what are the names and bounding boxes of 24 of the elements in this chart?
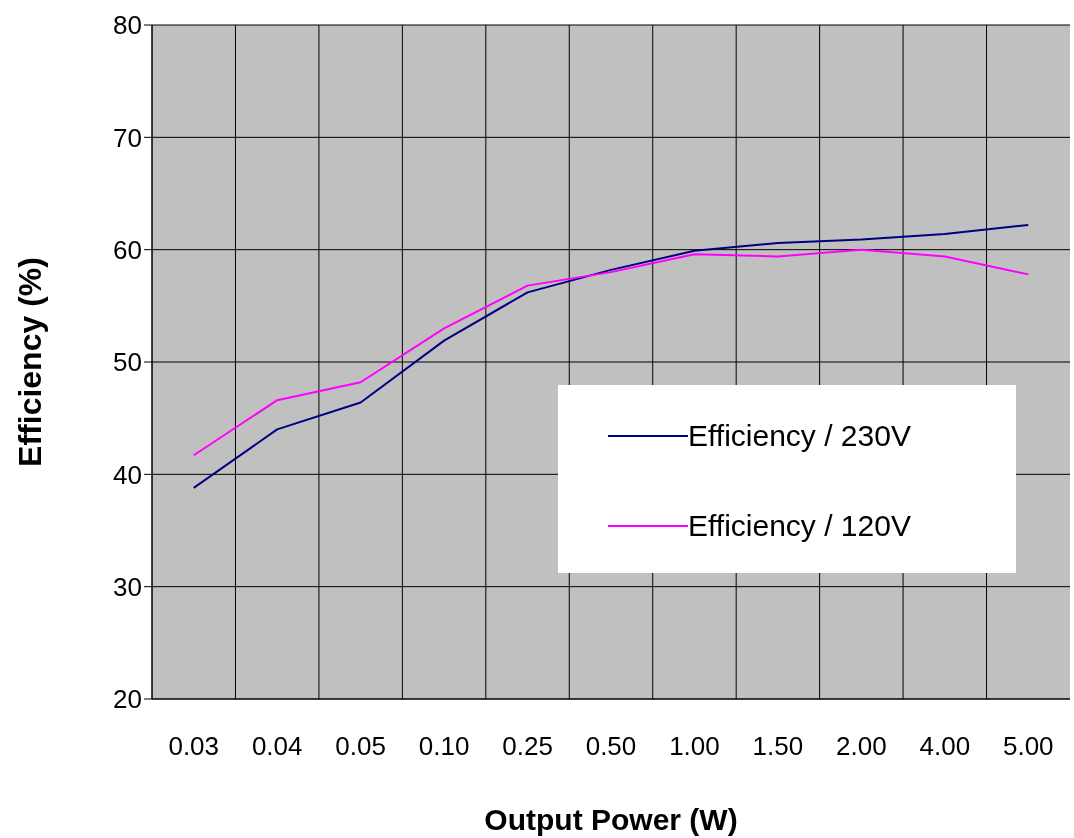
y-tick-label: 70 [113, 122, 142, 153]
x-tick-label: 5.00 [1002, 731, 1054, 762]
y-tick-label: 20 [113, 684, 142, 715]
x-tick-label: 0.03 [168, 731, 220, 762]
legend-label: Efficiency / 120V [688, 509, 911, 543]
y-tick-label: 60 [113, 234, 142, 265]
y-tick-label: 40 [113, 459, 142, 490]
x-tick-label: 2.00 [836, 731, 887, 762]
line-series [192, 223, 1030, 489]
y-tick-label: 80 [113, 10, 142, 41]
y-axis-title: Efficiency (%) [12, 257, 49, 467]
x-axis-title: Output Power (W) [484, 803, 738, 836]
y-tick-label: 50 [113, 347, 142, 378]
x-tick-label: 0.05 [335, 731, 386, 762]
legend-label: Efficiency / 230V [688, 419, 911, 453]
x-tick-label: 0.04 [251, 731, 303, 762]
x-tick-label: 0.10 [418, 731, 470, 762]
x-tick-label: 0.50 [585, 731, 637, 762]
x-tick-label: 4.00 [919, 731, 971, 762]
x-tick-label: 1.50 [752, 731, 804, 762]
x-tick-label: 1.00 [669, 731, 720, 762]
y-tick-label: 30 [113, 571, 142, 602]
x-tick-label: 0.25 [502, 731, 553, 762]
line-series [192, 248, 1030, 457]
